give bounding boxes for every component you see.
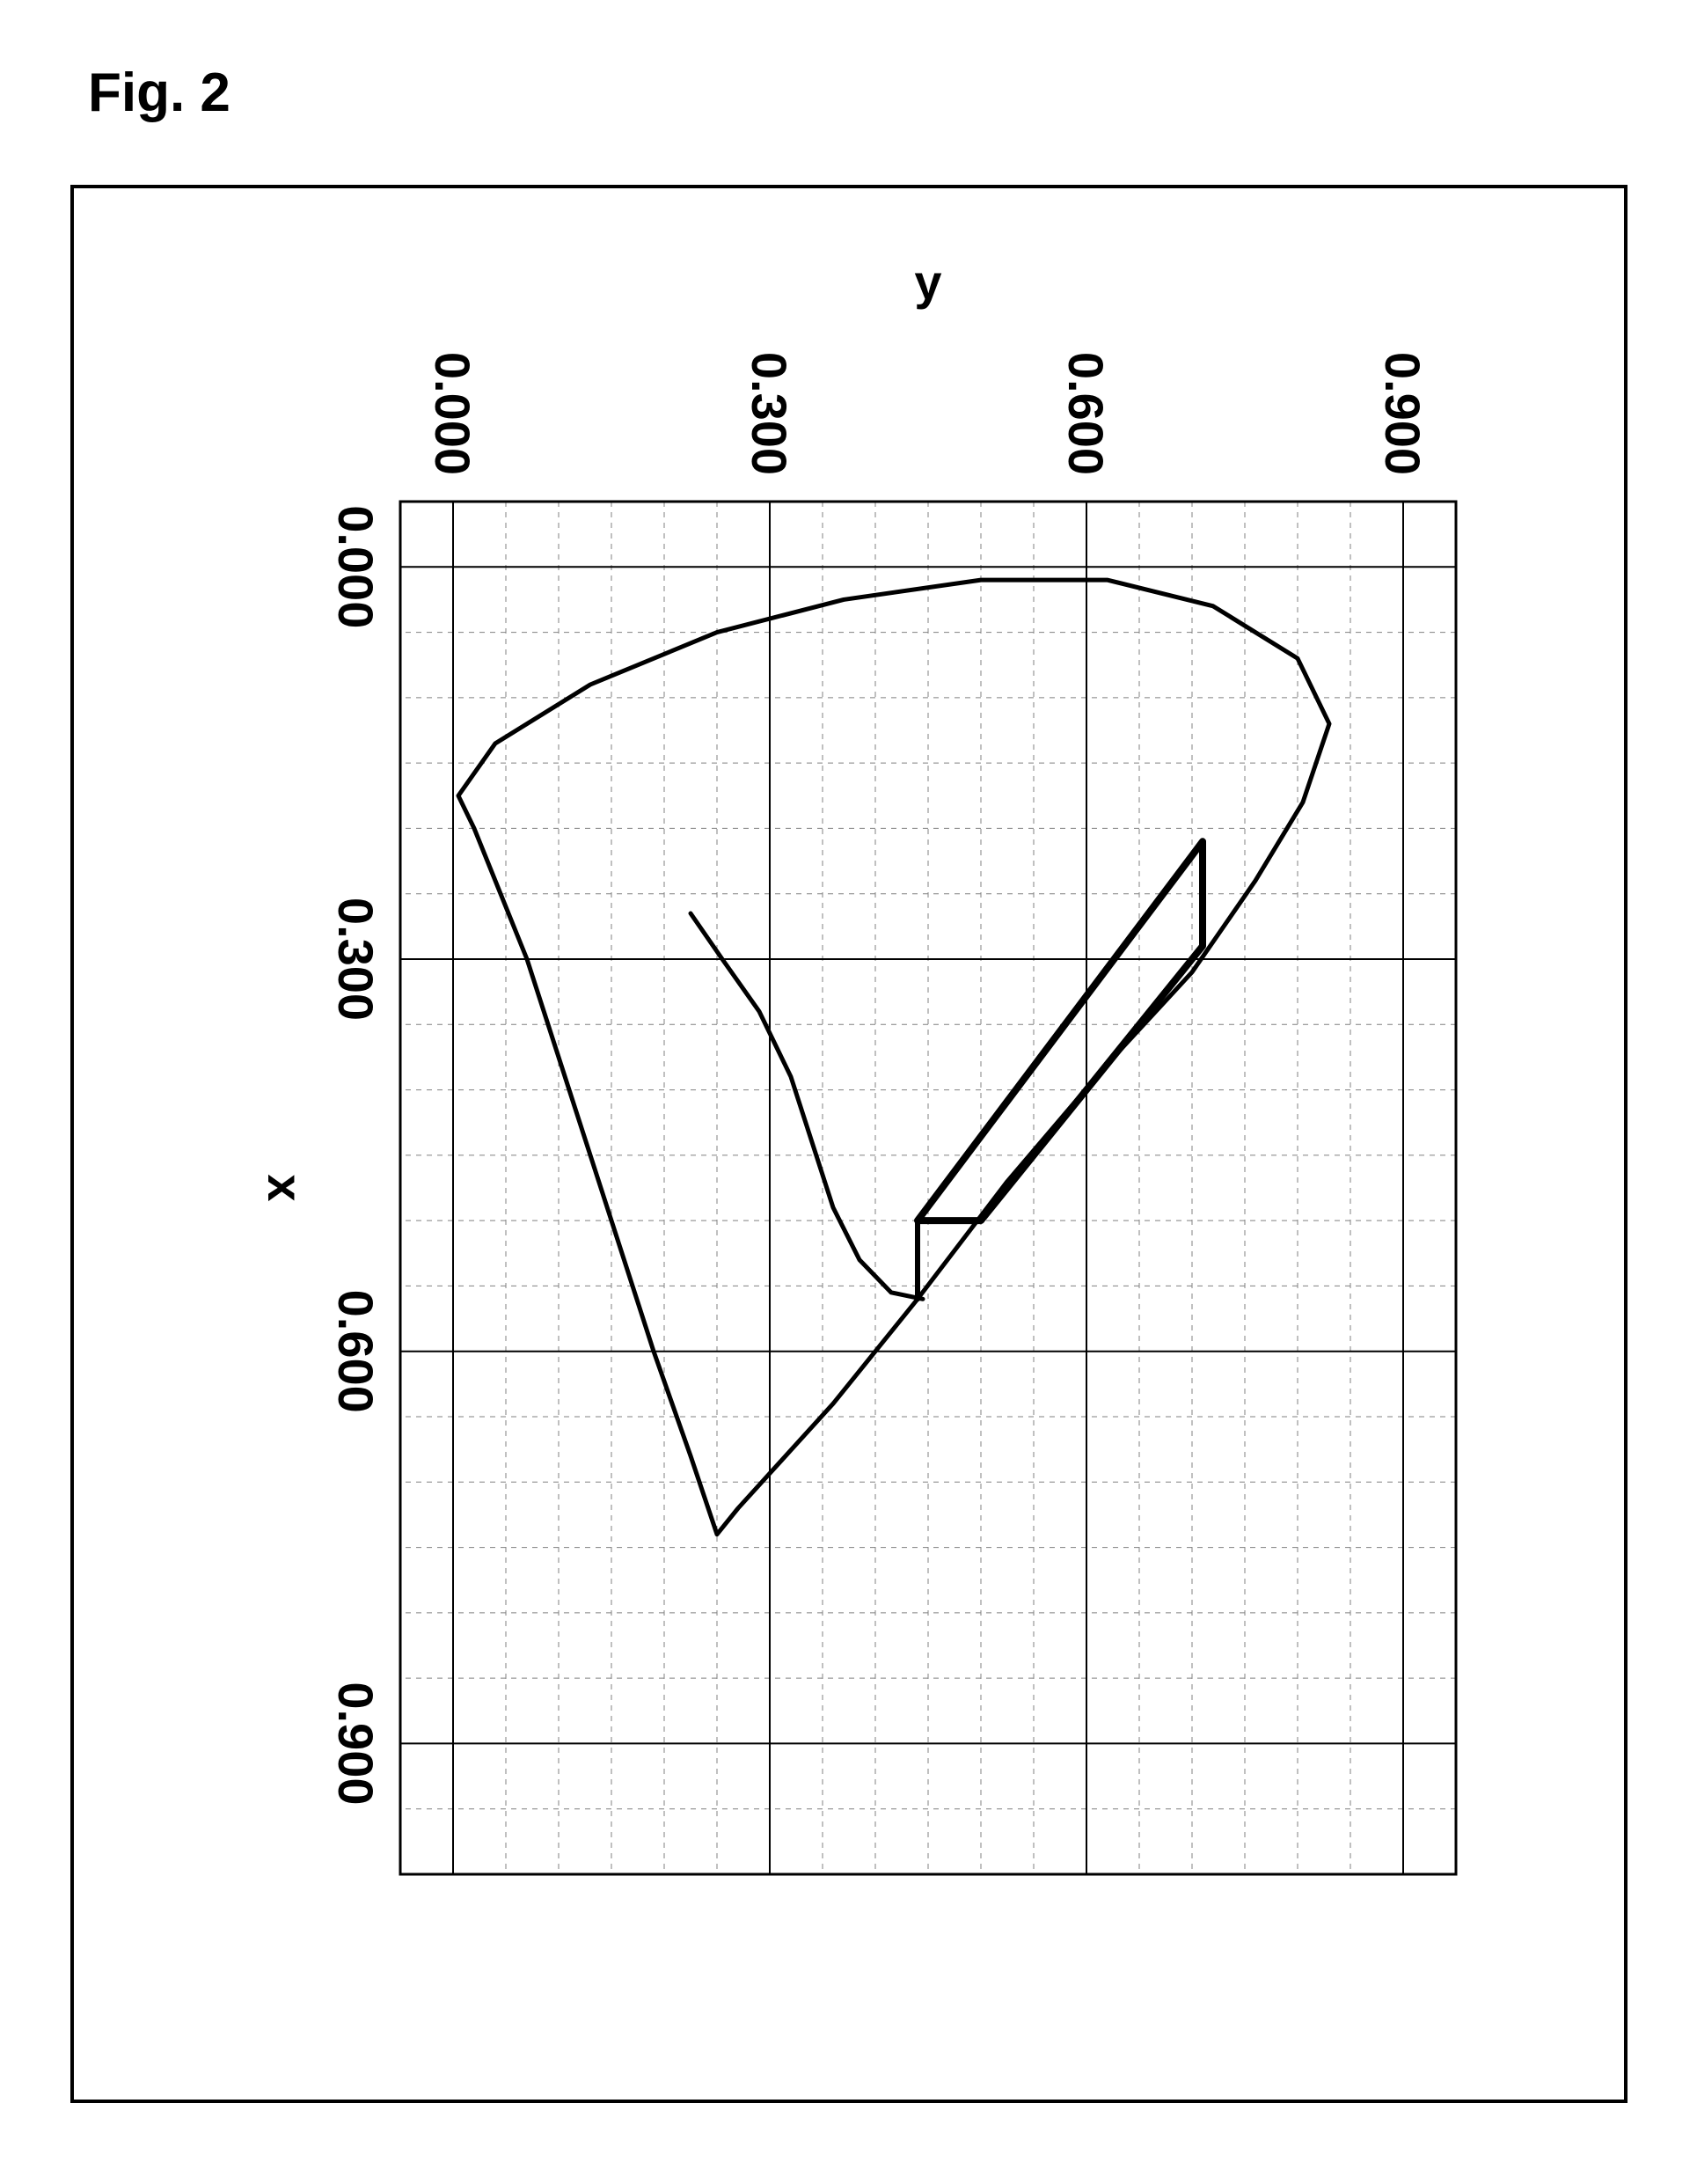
svg-text:0.900: 0.900 [1375,352,1430,475]
svg-text:0.900: 0.900 [328,1682,384,1805]
svg-text:0.300: 0.300 [742,352,797,475]
chromaticity-chart: 0.000 0.300 0.600 0.900 0.000 0.300 0.600 0.900… [136,220,1562,2068]
chart-wrap: 0.000 0.300 0.600 0.900 0.000 0.300 0.600 0.900… [136,220,1562,2068]
svg-text:0.600: 0.600 [1058,352,1114,475]
svg-text:0.000: 0.000 [425,352,480,475]
page: Fig. 2 0.000 0.300 0.600 0.900 0.000 0.300 0.6… [0,0,1697,2184]
svg-text:0.600: 0.600 [328,1290,384,1413]
figure-label: Fig. 2 [88,62,230,124]
svg-text:0.000: 0.000 [328,505,384,628]
svg-text:0.300: 0.300 [328,898,384,1021]
svg-text:x: x [258,1174,313,1201]
svg-text:y: y [914,254,941,310]
